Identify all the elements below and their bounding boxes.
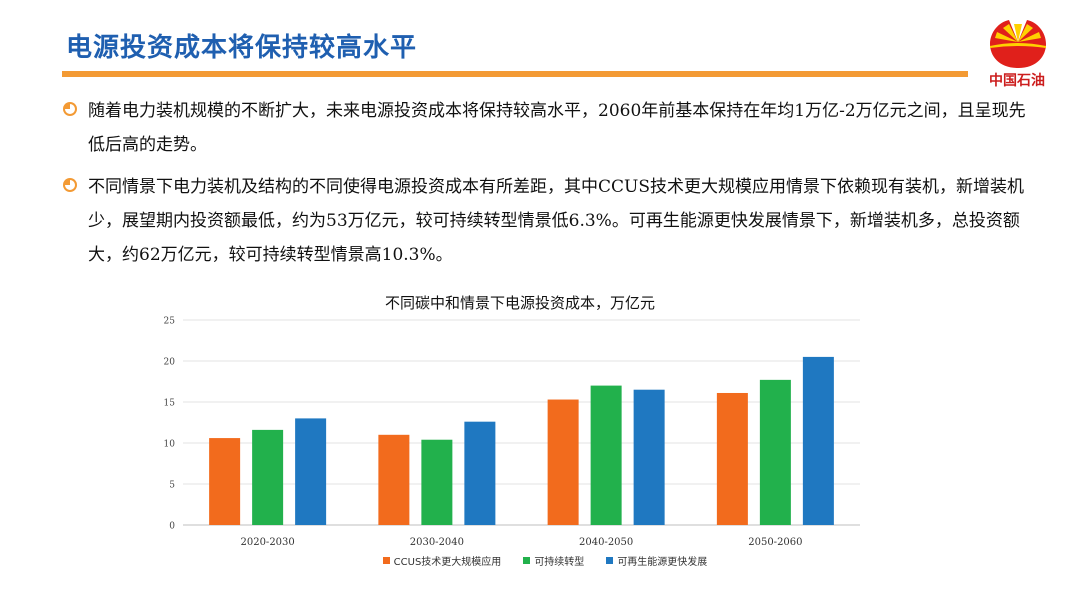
petrochina-logo [987,16,1049,82]
x-tick-label: 2020-2030 [240,537,294,548]
y-tick-label: 15 [164,399,176,409]
bar [802,356,834,525]
bar [716,392,748,525]
legend-swatch-sustainable [523,556,531,564]
legend-item: CCUS技术更大规模应用 [382,553,502,568]
bar-chart: 0 5 10 15 20 25 2020-2030 2030-2040 2040-2050 205… [164,317,860,548]
x-tick-label: 2050-2060 [748,537,802,548]
orange-circle-bullet-icon [63,178,77,192]
bullet-item: 随着电力装机规模的不断扩大，未来电源投资成本将保持较高水平，2060年前基本保持… [62,94,1042,162]
bar [378,434,410,525]
bar [295,418,327,525]
x-tick-label: 2030-2040 [410,537,464,548]
bar [590,385,622,525]
bar [209,438,241,525]
y-tick-label: 25 [164,317,176,327]
title-underline [62,71,968,77]
bar [547,399,579,525]
legend-item: 可再生能源更快发展 [606,553,707,568]
legend-swatch-ccus [382,556,390,564]
y-tick-label: 0 [169,522,175,532]
bar [252,429,284,525]
legend-label-ccus: CCUS技术更大规模应用 [393,556,502,568]
x-tick-label: 2040-2050 [579,537,633,548]
bullet-text: 不同情景下电力装机及结构的不同使得电源投资成本有所差距，其中CCUS技术更大规模… [88,177,1024,265]
legend-item: 可持续转型 [523,553,584,568]
bullet-item: 不同情景下电力装机及结构的不同使得电源投资成本有所差距，其中CCUS技术更大规模… [62,170,1042,272]
legend-label-renewable: 可再生能源更快发展 [617,556,708,568]
bar [759,379,791,525]
bar [633,389,665,525]
chart-title: 不同碳中和情景下电源投资成本，万亿元 [384,294,655,312]
bar [421,439,453,525]
y-tick-label: 10 [164,440,176,450]
page-title: 电源投资成本将保持较高水平 [66,33,418,63]
legend-label-sustainable: 可持续转型 [534,556,585,568]
legend-swatch-renewable [606,556,614,564]
chart-legend: CCUS技术更大规模应用 可持续转型 可再生能源更快发展 [330,551,760,569]
orange-circle-bullet-icon [63,102,77,116]
petrochina-logo-icon [990,20,1046,68]
y-tick-label: 5 [169,481,175,491]
y-tick-label: 20 [164,358,176,368]
bullet-text: 随着电力装机规模的不断扩大，未来电源投资成本将保持较高水平，2060年前基本保持… [88,101,1026,155]
logo-text: 中国石油 [989,73,1045,89]
bar [464,421,496,525]
bullet-list: 随着电力装机规模的不断扩大，未来电源投资成本将保持较高水平，2060年前基本保持… [62,94,1042,280]
